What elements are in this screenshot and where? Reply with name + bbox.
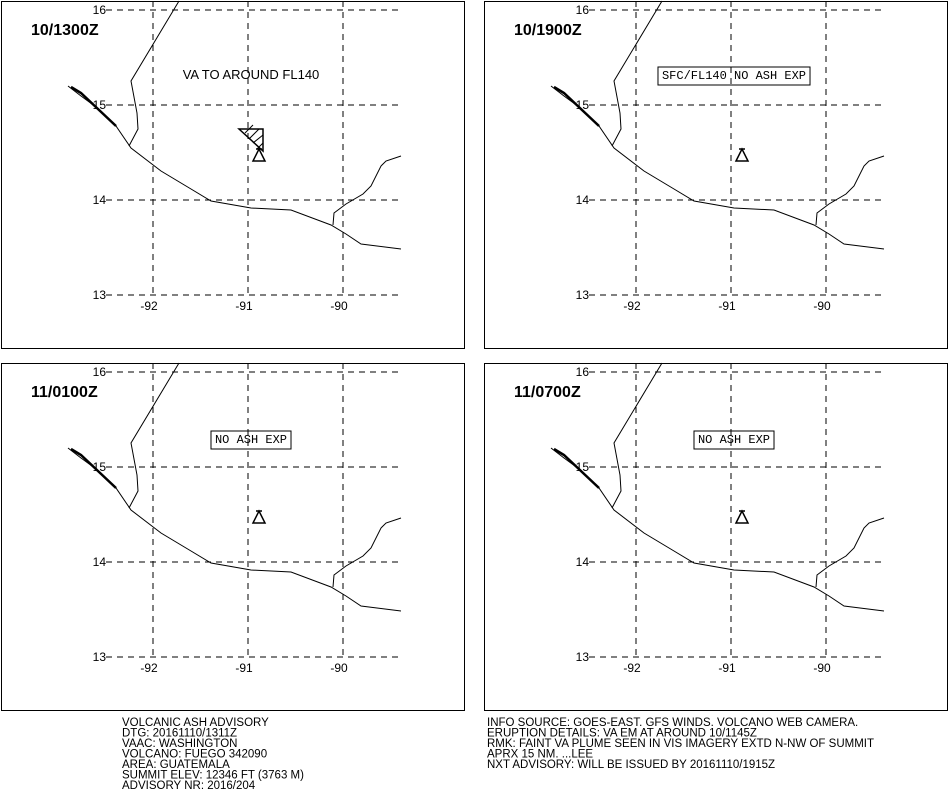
lon-label: -92 — [140, 299, 158, 313]
volcano-icon — [251, 509, 267, 524]
lon-label: -91 — [235, 299, 253, 313]
border — [815, 155, 885, 226]
lat-label: 16 — [93, 365, 107, 379]
valid-time: 10/1300Z — [31, 22, 99, 39]
lat-label: 14 — [576, 193, 590, 207]
lat-label: 14 — [93, 193, 107, 207]
lon-label: -90 — [330, 661, 348, 675]
lon-label: -92 — [623, 661, 641, 675]
border — [332, 517, 402, 588]
footer-line: VOLCANO: FUEGO 342090 — [122, 749, 267, 761]
coastline-thick — [553, 447, 600, 489]
lat-label: 13 — [576, 650, 590, 664]
lat-label: 16 — [576, 3, 590, 17]
footer-line: NXT ADVISORY: WILL BE ISSUED BY 20161110… — [487, 759, 775, 771]
lat-label: 13 — [576, 288, 590, 302]
lat-label: 13 — [93, 650, 107, 664]
coastline-thick — [70, 85, 117, 127]
ash-annotation: NO ASH EXP — [215, 433, 287, 447]
coastline — [550, 85, 885, 250]
lat-label: 14 — [576, 555, 590, 569]
lon-label: -91 — [718, 661, 736, 675]
panel-frame — [1, 1, 465, 349]
coastline-thick — [70, 447, 117, 489]
annotation-box — [210, 430, 292, 450]
border — [128, 362, 180, 509]
border — [332, 155, 402, 226]
border — [611, 0, 663, 147]
volcano-icon — [734, 147, 750, 162]
coastline — [550, 447, 885, 612]
valid-time: 11/0100Z — [31, 384, 98, 401]
footer-line: INFO SOURCE: GOES-EAST. GFS WINDS. VOLCA… — [487, 717, 858, 729]
footer-line: ADVISORY NR: 2016/204 — [122, 780, 256, 792]
lon-label: -91 — [718, 299, 736, 313]
ash-hatch — [244, 124, 264, 150]
panel-frame — [484, 363, 948, 711]
ash-area — [237, 128, 264, 153]
footer-line: SUMMIT ELEV: 12346 FT (3763 M) — [122, 770, 304, 782]
border — [815, 517, 885, 588]
ash-annotation: VA TO AROUND FL140 — [183, 67, 320, 82]
valid-time: 11/0700Z — [514, 384, 581, 401]
panel-frame — [484, 1, 948, 349]
ash-annotation: SFC/FL140 NO ASH EXP — [662, 69, 806, 83]
lon-label: -91 — [235, 661, 253, 675]
ash-annotation: NO ASH EXP — [698, 433, 770, 447]
volcano-icon — [734, 509, 750, 524]
annotation-box — [657, 66, 811, 86]
border — [128, 0, 180, 147]
coastline — [67, 447, 402, 612]
annotation-box — [693, 430, 775, 450]
footer-line: APRX 15 NM. ...LEE — [487, 749, 593, 761]
panel-frame — [1, 363, 465, 711]
lat-label: 13 — [93, 288, 107, 302]
lon-label: -92 — [623, 299, 641, 313]
footer-line: AREA: GUATEMALA — [122, 759, 230, 771]
lat-label: 16 — [576, 365, 590, 379]
lon-label: -92 — [140, 661, 158, 675]
footer-line: ERUPTION DETAILS: VA EM AT AROUND 10/114… — [487, 728, 757, 740]
lat-label: 14 — [93, 555, 107, 569]
lon-label: -90 — [813, 661, 831, 675]
lat-label: 16 — [93, 3, 107, 17]
footer-line: DTG: 20161110/1311Z — [122, 728, 237, 740]
footer-line: VAAC: WASHINGTON — [122, 738, 237, 750]
coastline-thick — [553, 85, 600, 127]
lon-label: -90 — [330, 299, 348, 313]
lon-label: -90 — [813, 299, 831, 313]
border — [611, 362, 663, 509]
coastline — [67, 85, 402, 250]
valid-time: 10/1900Z — [514, 22, 582, 39]
footer-line: RMK: FAINT VA PLUME SEEN IN VIS IMAGERY … — [487, 738, 874, 750]
footer-line: VOLCANIC ASH ADVISORY — [122, 717, 269, 729]
